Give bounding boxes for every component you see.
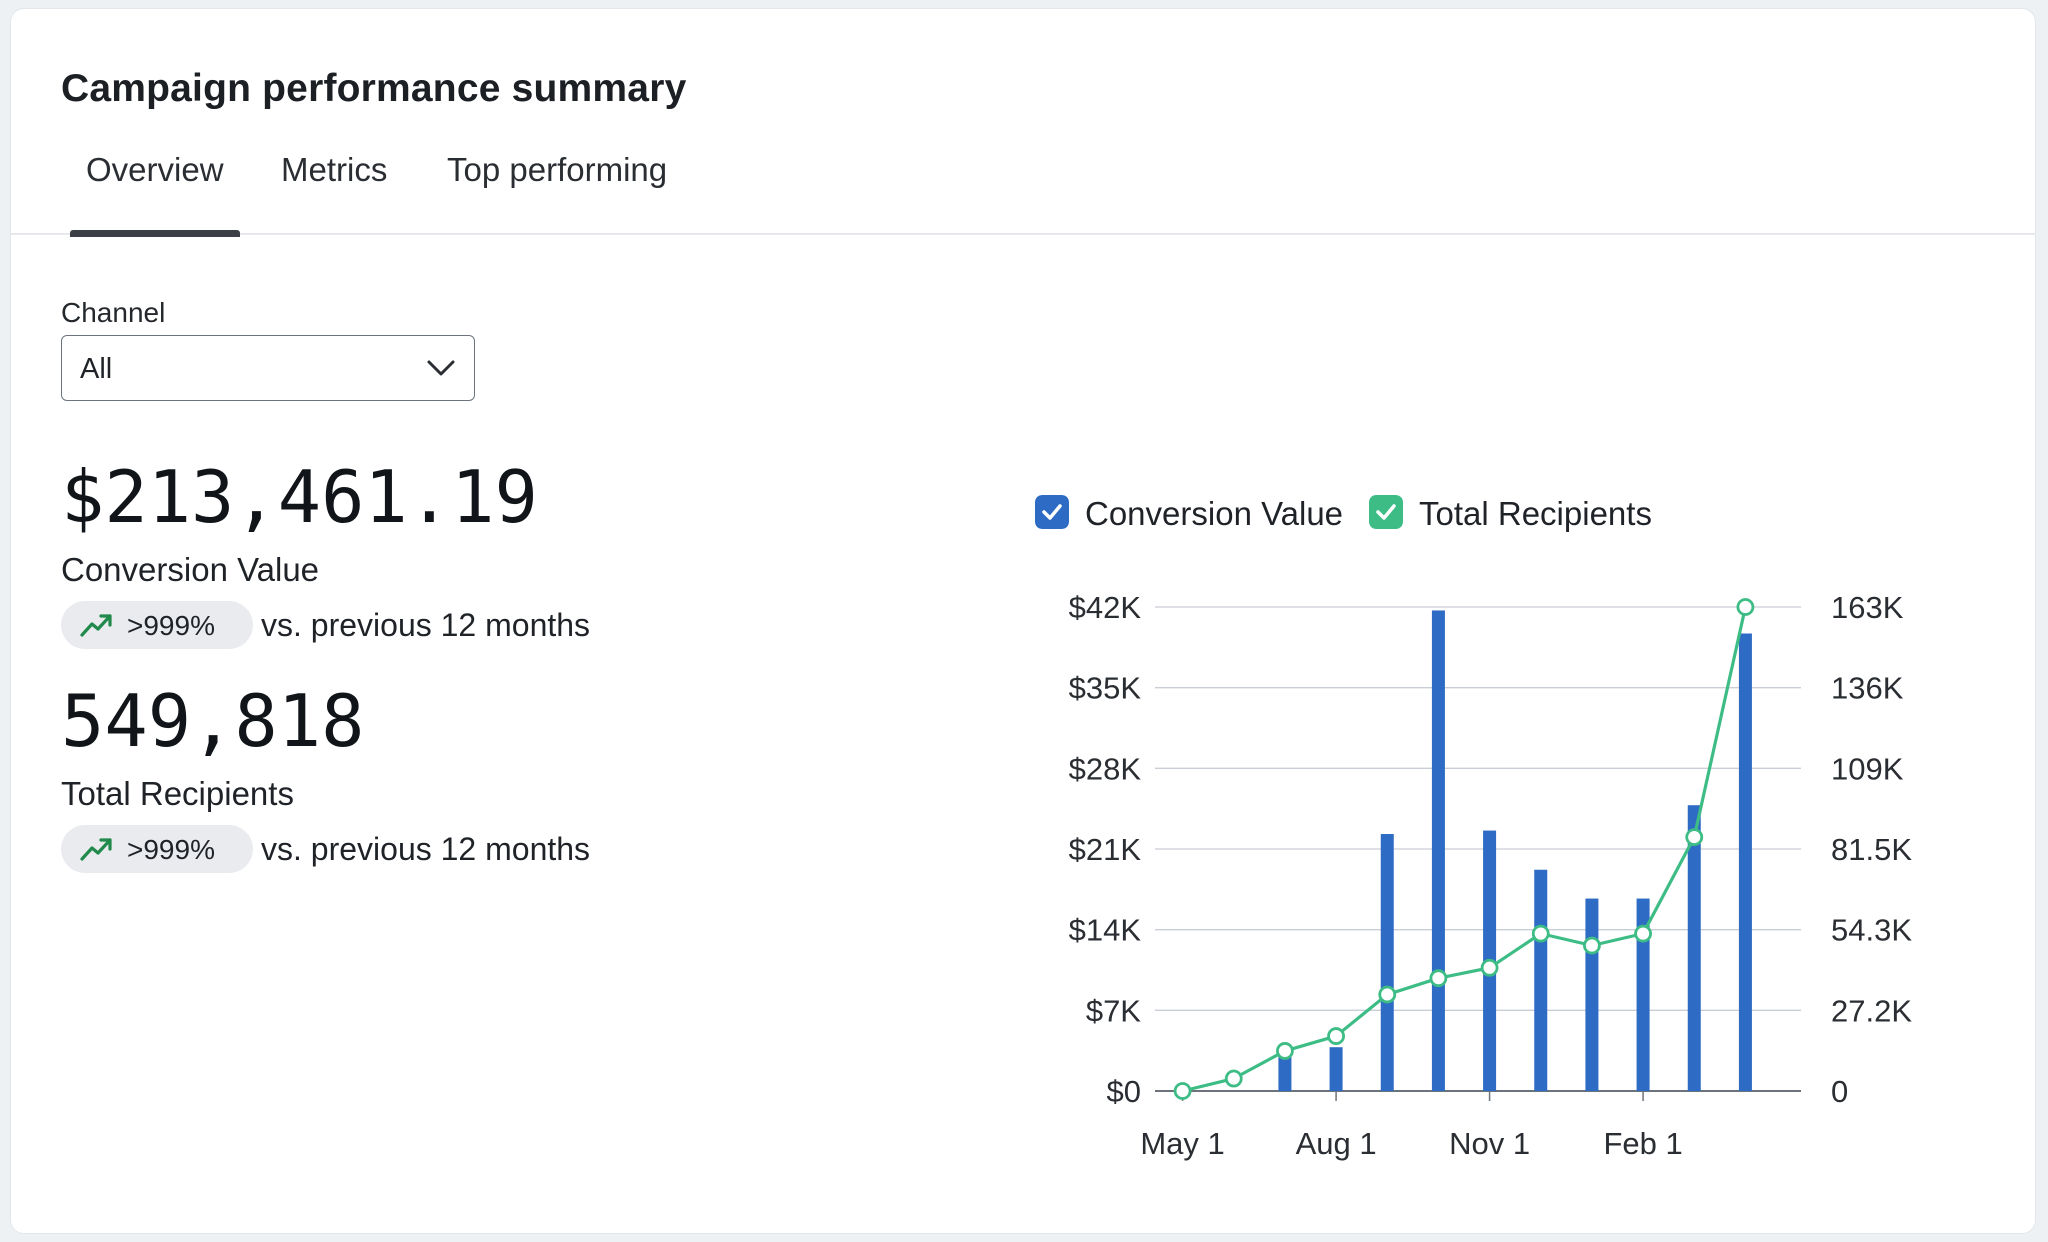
bar-conversion-value: [1329, 1047, 1343, 1091]
tab-metrics[interactable]: Metrics: [281, 151, 388, 188]
page-title: Campaign performance summary: [61, 67, 687, 110]
point-total-recipients: [1634, 924, 1652, 943]
line-total-recipients: [1182, 606, 1747, 1093]
y-left-tick-label: $7K: [1086, 993, 1141, 1028]
y-right-tick-label: 109K: [1831, 751, 1904, 786]
trend-comparison-text: vs. previous 12 months: [261, 607, 591, 643]
point-total-recipients: [1531, 924, 1550, 943]
tab-top-performing[interactable]: Top performing: [447, 151, 668, 188]
point-total-recipients: [1276, 1042, 1294, 1060]
y-right-tick-label: 136K: [1831, 671, 1904, 706]
trend-badge: >999%: [61, 825, 253, 873]
y-left-tick-label: $42K: [1069, 590, 1142, 625]
x-tick-label: Feb 1: [1603, 1126, 1682, 1161]
bar-conversion-value: [1534, 869, 1548, 1091]
bar-conversion-value: [1687, 805, 1701, 1091]
point-total-recipients: [1173, 1082, 1192, 1100]
y-left-tick-label: $35K: [1069, 671, 1142, 706]
point-total-recipients: [1429, 969, 1448, 988]
point-total-recipients: [1327, 1027, 1345, 1045]
total-recipients-amount: 549,818: [61, 679, 365, 763]
point-total-recipients: [1224, 1069, 1243, 1088]
trend-percent: >999%: [127, 834, 215, 865]
total-recipients-label: Total Recipients: [61, 775, 294, 812]
y-left-tick-label: $21K: [1069, 832, 1142, 867]
legend-label: Conversion Value: [1085, 495, 1344, 532]
conversion-value-label: Conversion Value: [61, 551, 320, 588]
tab-bar: Overview Metrics Top performing: [11, 145, 2035, 237]
trend-comparison-text: vs. previous 12 months: [261, 831, 591, 867]
point-total-recipients: [1685, 828, 1704, 847]
x-tick-label: Nov 1: [1449, 1126, 1530, 1161]
point-total-recipients: [1378, 985, 1397, 1004]
trending-up-icon: [80, 614, 112, 637]
trending-up-icon: [80, 838, 112, 861]
tab-overview[interactable]: Overview: [70, 151, 240, 237]
legend-label: Total Recipients: [1419, 495, 1652, 532]
channel-select[interactable]: All: [61, 335, 475, 401]
conversion-value-amount: $213,461.19: [61, 455, 538, 539]
combo-chart: $0 0 $7K 27.2K $14K 54.3K $21K 81.5K $28K 109K $35…: [1069, 590, 1913, 1161]
chevron-down-icon: [427, 360, 455, 376]
x-tick-label: Aug 1: [1296, 1126, 1377, 1161]
y-right-tick-label: 54.3K: [1831, 913, 1912, 948]
channel-label: Channel: [61, 297, 166, 328]
y-right-tick-label: 0: [1831, 1074, 1848, 1109]
bar-conversion-value: [1738, 633, 1752, 1091]
trend-badge: >999%: [61, 601, 253, 649]
bar-conversion-value: [1380, 834, 1394, 1091]
y-left-tick-label: $28K: [1069, 751, 1142, 786]
point-total-recipients: [1736, 598, 1755, 616]
summary-card: Campaign performance summary Overview Me…: [10, 8, 2036, 1234]
y-left-tick-label: $0: [1107, 1074, 1141, 1109]
trend-percent: >999%: [127, 610, 215, 641]
point-total-recipients: [1583, 936, 1601, 955]
bar-conversion-value: [1278, 1055, 1292, 1091]
point-total-recipients: [1480, 958, 1499, 977]
channel-select-value: All: [80, 353, 113, 385]
checkbox-checked-icon: [1369, 495, 1403, 529]
bar-conversion-value: [1585, 898, 1599, 1091]
y-left-tick-label: $14K: [1069, 913, 1142, 948]
bar-conversion-value: [1431, 610, 1445, 1091]
y-right-tick-label: 163K: [1831, 590, 1904, 625]
y-right-tick-label: 27.2K: [1831, 993, 1912, 1028]
bar-conversion-value: [1636, 898, 1650, 1091]
y-right-tick-label: 81.5K: [1831, 832, 1912, 867]
checkbox-checked-icon: [1035, 495, 1069, 529]
x-tick-label: May 1: [1140, 1126, 1224, 1161]
